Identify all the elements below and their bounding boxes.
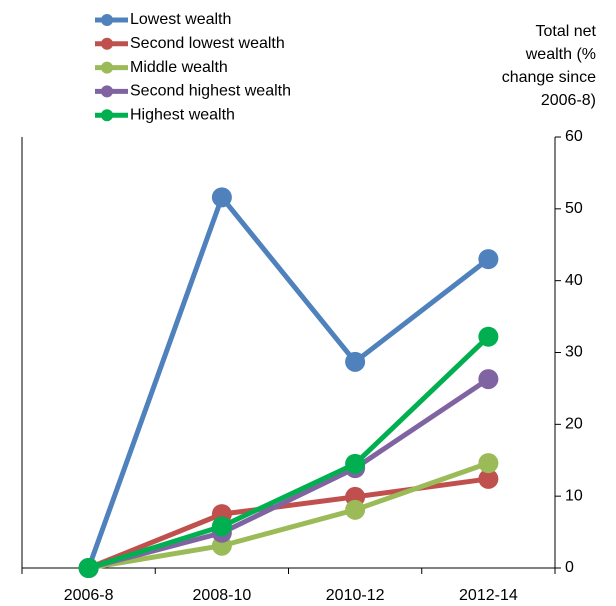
x-tick-label: 2012-14 [459,587,518,604]
y-axis-title: change since [502,69,596,86]
x-tick-label: 2008-10 [193,587,252,604]
point [345,499,366,520]
legend-label: Lowest wealth [130,11,231,28]
legend-marker [101,37,113,50]
point [478,453,499,474]
point [478,369,499,390]
y-tick-label: 0 [565,559,574,576]
legend-marker [101,85,113,98]
point [211,516,232,537]
y-axis-title: wealth (% [525,46,596,63]
y-tick-label: 60 [565,128,583,145]
series-line [87,376,490,571]
legend-label: Second lowest wealth [130,35,285,52]
x-tick-label: 2010-12 [326,587,385,604]
y-tick-label: 20 [565,416,583,433]
point [478,326,499,347]
legend-marker [101,109,113,122]
point [345,351,366,372]
y-tick-label: 50 [565,200,583,217]
legend-label: Second highest wealth [130,83,291,100]
point [478,249,499,270]
x-tick-label: 2006-8 [64,587,114,604]
legend-marker [101,14,113,26]
point [78,558,99,578]
legend-label: Middle wealth [130,59,228,76]
y-axis-title: 2006-8) [541,92,596,109]
legend-label: Highest wealth [130,106,235,123]
y-axis-title: Total net [536,23,597,40]
y-tick-label: 30 [565,344,583,361]
series-line [88,460,490,571]
series-line [87,334,491,571]
point [345,453,366,474]
y-tick-label: 10 [565,487,583,504]
point [478,468,499,489]
legend-marker [101,61,113,74]
series-line [86,192,490,569]
point [211,187,232,208]
y-tick-label: 40 [565,272,583,289]
